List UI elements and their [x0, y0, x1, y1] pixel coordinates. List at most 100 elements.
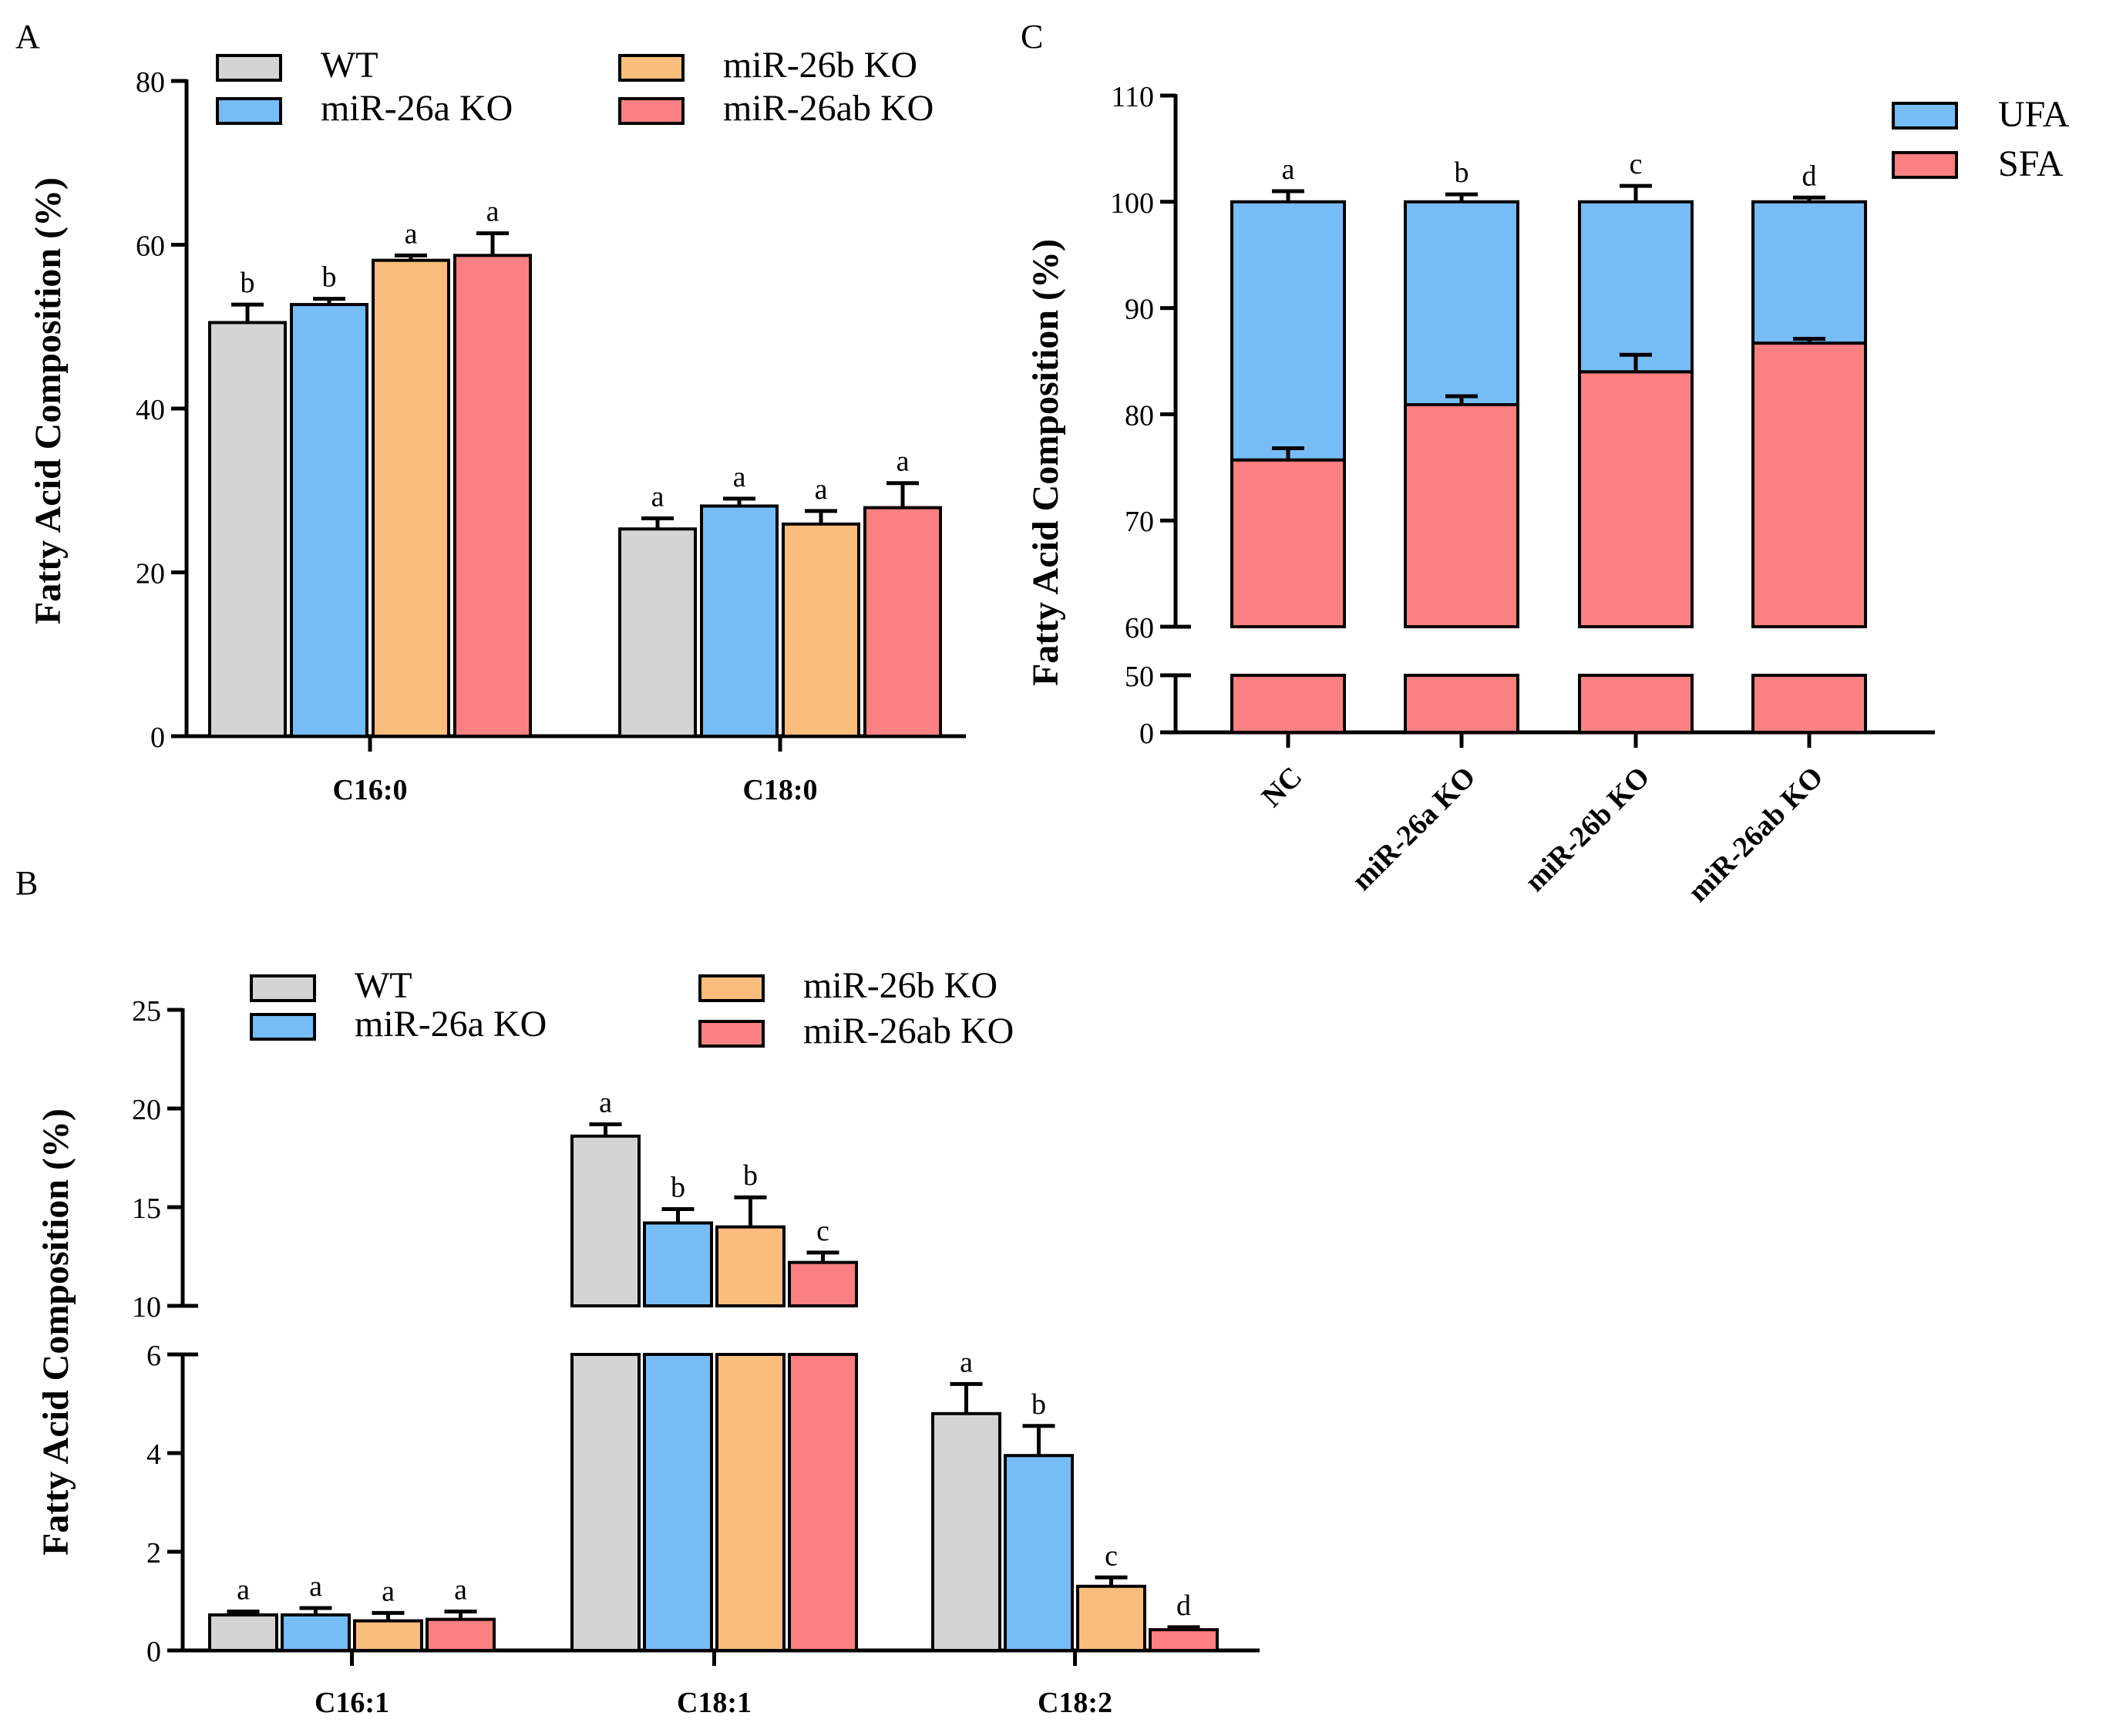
significance-letter: a: [405, 217, 418, 250]
x-tick-label-mir-26a-ko: miR-26a KO: [1346, 761, 1482, 897]
x-tick-label-c18-1: C18:1: [677, 1687, 752, 1719]
bar-mir-26ab-ko-sfa-lower: [1751, 674, 1867, 734]
bar-c16-0-mir-26ab-ko: [453, 254, 532, 738]
y-tick-label: 60: [136, 230, 165, 263]
legend-swatch-wt: [216, 54, 282, 82]
legend-label-wt: WT: [355, 965, 412, 1006]
bar-c18-1-mir-26b-ko-lower: [715, 1353, 786, 1652]
significance-letter: c: [1630, 148, 1643, 180]
y-tick-label: 20: [136, 558, 165, 590]
significance-letter: a: [651, 480, 664, 513]
x-tick-label-c18-2: C18:2: [1038, 1687, 1112, 1719]
significance-letter: a: [454, 1573, 467, 1606]
significance-letter: b: [241, 267, 255, 299]
significance-letter: b: [743, 1159, 758, 1192]
significance-letter: a: [960, 1346, 973, 1378]
significance-letter: c: [816, 1215, 829, 1247]
significance-letter: a: [815, 473, 828, 506]
y-tick-label: 110: [1111, 81, 1154, 113]
legend-label-wt: WT: [321, 45, 378, 86]
bar-c18-0-mir-26a-ko: [700, 504, 779, 738]
bar-mir-26a-ko-sfa-lower: [1404, 674, 1519, 734]
significance-letter: a: [486, 196, 500, 228]
x-tick-label-c16-0: C16:0: [332, 774, 407, 806]
significance-letter: b: [1455, 156, 1469, 189]
bar-c16-1-mir-26b-ko: [353, 1619, 423, 1653]
legend-swatch-mir-26a-ko: [250, 1013, 316, 1041]
y-tick-label: 0: [146, 1636, 161, 1668]
legend-swatch-mir-26b-ko: [698, 974, 765, 1002]
bar-c16-0-mir-26a-ko: [290, 303, 368, 738]
bar-mir-26ab-ko-ufa: [1751, 200, 1867, 345]
legend-label-mir-26b-ko: miR-26b KO: [803, 965, 997, 1006]
bar-c18-1-mir-26b-ko-upper: [715, 1225, 786, 1307]
bar-c18-2-mir-26ab-ko: [1149, 1628, 1219, 1653]
bar-c18-2-mir-26b-ko: [1076, 1584, 1146, 1653]
y-tick-label: 2: [146, 1537, 161, 1569]
y-tick-label: 60: [1125, 612, 1154, 644]
bar-c16-1-mir-26ab-ko: [426, 1617, 496, 1652]
bar-c16-1-wt: [208, 1613, 278, 1652]
bar-mir-26a-ko-ufa: [1404, 200, 1519, 406]
bar-c18-1-mir-26a-ko-upper: [643, 1221, 713, 1307]
y-tick-label: 10: [132, 1291, 161, 1324]
legend-label-mir-26a-ko: miR-26a KO: [321, 88, 513, 129]
axis-break-gap: [1180, 629, 1939, 673]
legend-swatch-sfa: [1892, 151, 1958, 179]
panel-c-ylabel: Fatty Acid Composition (%): [1025, 239, 1066, 686]
x-tick-label-nc: NC: [1256, 761, 1309, 814]
bar-c16-0-wt: [208, 321, 287, 738]
x-tick-label-mir-26b-ko: miR-26b KO: [1519, 761, 1656, 898]
y-tick-label: 100: [1110, 187, 1154, 220]
legend-swatch-wt: [250, 974, 316, 1002]
x-tick-label-c16-1: C16:1: [315, 1687, 389, 1719]
legend-label-sfa: SFA: [1998, 143, 2064, 184]
y-tick-label: 4: [146, 1438, 161, 1471]
significance-letter: a: [309, 1570, 322, 1603]
bar-nc-ufa: [1230, 200, 1346, 462]
bar-c18-1-mir-26a-ko-lower: [643, 1353, 713, 1652]
bar-c18-0-mir-26ab-ko: [863, 506, 942, 738]
y-tick-label: 15: [132, 1193, 161, 1225]
legend-label-mir-26b-ko: miR-26b KO: [723, 45, 917, 86]
bar-c18-2-mir-26a-ko: [1004, 1454, 1074, 1652]
y-tick-label: 20: [132, 1094, 161, 1126]
significance-letter: a: [897, 446, 910, 478]
bar-c16-1-mir-26a-ko: [281, 1613, 351, 1652]
significance-letter: d: [1176, 1590, 1191, 1622]
legend-label-ufa: UFA: [1998, 94, 2070, 135]
significance-letter: a: [237, 1573, 250, 1606]
legend-label-mir-26ab-ko: miR-26ab KO: [803, 1011, 1014, 1051]
legend-swatch-mir-26b-ko: [618, 54, 685, 82]
y-tick-label: 25: [132, 995, 161, 1028]
bar-c18-1-wt-upper: [570, 1134, 641, 1307]
panel-c-label: C: [1021, 18, 1043, 56]
bar-c16-0-mir-26b-ko: [372, 258, 450, 738]
panel-c: C Fatty Acid Composition (%) UFA SFA 0 50 6…: [1021, 18, 2070, 908]
bar-mir-26b-ko-sfa-upper: [1578, 370, 1694, 628]
panel-b-ylabel: Fatty Acid Composition (%): [35, 1109, 76, 1556]
bar-mir-26b-ko-sfa-lower: [1578, 674, 1694, 734]
significance-letter: c: [1105, 1539, 1118, 1572]
y-tick-label: 0: [1139, 718, 1154, 750]
panel-a-label: A: [15, 18, 40, 56]
y-tick-label: 0: [150, 722, 165, 754]
bar-nc-sfa-lower: [1230, 674, 1346, 734]
bar-mir-26a-ko-sfa-upper: [1404, 402, 1519, 628]
y-tick-label: 40: [136, 394, 165, 426]
significance-letter: b: [1031, 1388, 1046, 1421]
legend-label-mir-26a-ko: miR-26a KO: [355, 1004, 547, 1045]
y-tick-label: 80: [1125, 399, 1154, 432]
bar-c18-0-mir-26b-ko: [782, 522, 860, 738]
significance-letter: a: [1282, 153, 1295, 186]
legend-swatch-ufa: [1892, 102, 1958, 130]
y-tick-label: 70: [1125, 506, 1154, 538]
legend-swatch-mir-26ab-ko: [618, 97, 685, 125]
bar-c18-1-wt-lower: [570, 1353, 641, 1652]
bar-c18-2-wt: [931, 1411, 1001, 1653]
x-tick-label-mir-26ab-ko: miR-26ab KO: [1682, 761, 1830, 909]
bar-c18-0-wt: [618, 527, 697, 738]
bar-nc-sfa-upper: [1230, 458, 1346, 628]
